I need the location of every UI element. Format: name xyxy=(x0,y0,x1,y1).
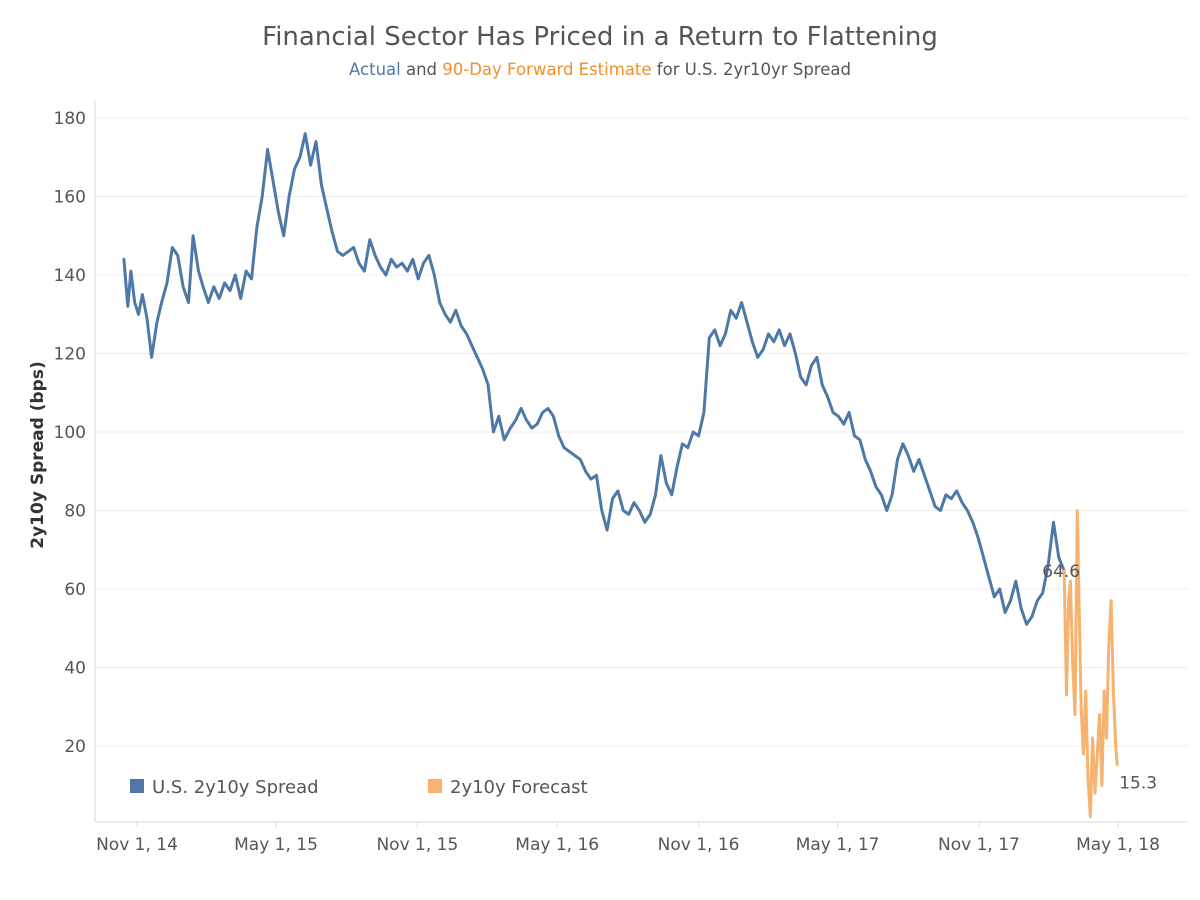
subtitle-and: and xyxy=(400,60,443,79)
legend-swatch xyxy=(428,779,442,793)
series-line xyxy=(1062,509,1119,819)
end-label: 64.6 xyxy=(1042,562,1080,582)
legend-label: U.S. 2y10y Spread xyxy=(152,777,319,798)
subtitle-actual: Actual xyxy=(349,60,401,79)
legend: U.S. 2y10y Spread 2y10y Forecast xyxy=(130,777,588,798)
grid-lines xyxy=(94,100,1188,823)
y-tick-label: 40 xyxy=(64,659,86,679)
x-tick-label: Nov 1, 16 xyxy=(658,835,740,855)
y-tick-label: 80 xyxy=(64,502,86,522)
x-tick-label: May 1, 15 xyxy=(234,835,318,855)
subtitle-rest: for U.S. 2yr10yr Spread xyxy=(651,60,851,79)
end-labels: 64.6 15.3 xyxy=(1042,562,1157,794)
legend-swatch xyxy=(130,779,144,793)
y-tick-label: 180 xyxy=(54,109,86,129)
x-tick-label: Nov 1, 17 xyxy=(938,835,1020,855)
series-line xyxy=(122,132,1066,626)
y-tick-label: 60 xyxy=(64,580,86,600)
subtitle-forecast: 90-Day Forward Estimate xyxy=(442,60,652,79)
x-tick-label: May 1, 17 xyxy=(796,835,880,855)
y-tick-label: 160 xyxy=(54,188,86,208)
x-tick-label: May 1, 18 xyxy=(1076,835,1160,855)
y-tick-label: 20 xyxy=(64,737,86,757)
x-tick-labels: Nov 1, 14 May 1, 15 Nov 1, 15 May 1, 16 Nov … xyxy=(96,822,1160,855)
chart-title: Financial Sector Has Priced in a Return … xyxy=(262,22,938,52)
end-label: 15.3 xyxy=(1119,773,1157,793)
legend-label: 2y10y Forecast xyxy=(450,777,588,798)
y-tick-labels: 20 40 60 80 100 120 140 160 180 xyxy=(54,109,86,757)
y-tick-label: 140 xyxy=(54,266,86,286)
chart-subtitle: Actual and 90-Day Forward Estimate for U… xyxy=(0,60,1200,79)
series-lines xyxy=(122,132,1119,819)
x-tick-label: May 1, 16 xyxy=(515,835,599,855)
x-tick-label: Nov 1, 15 xyxy=(376,835,458,855)
y-tick-label: 100 xyxy=(54,423,86,443)
x-tick-label: Nov 1, 14 xyxy=(96,835,178,855)
y-tick-label: 120 xyxy=(54,345,86,365)
